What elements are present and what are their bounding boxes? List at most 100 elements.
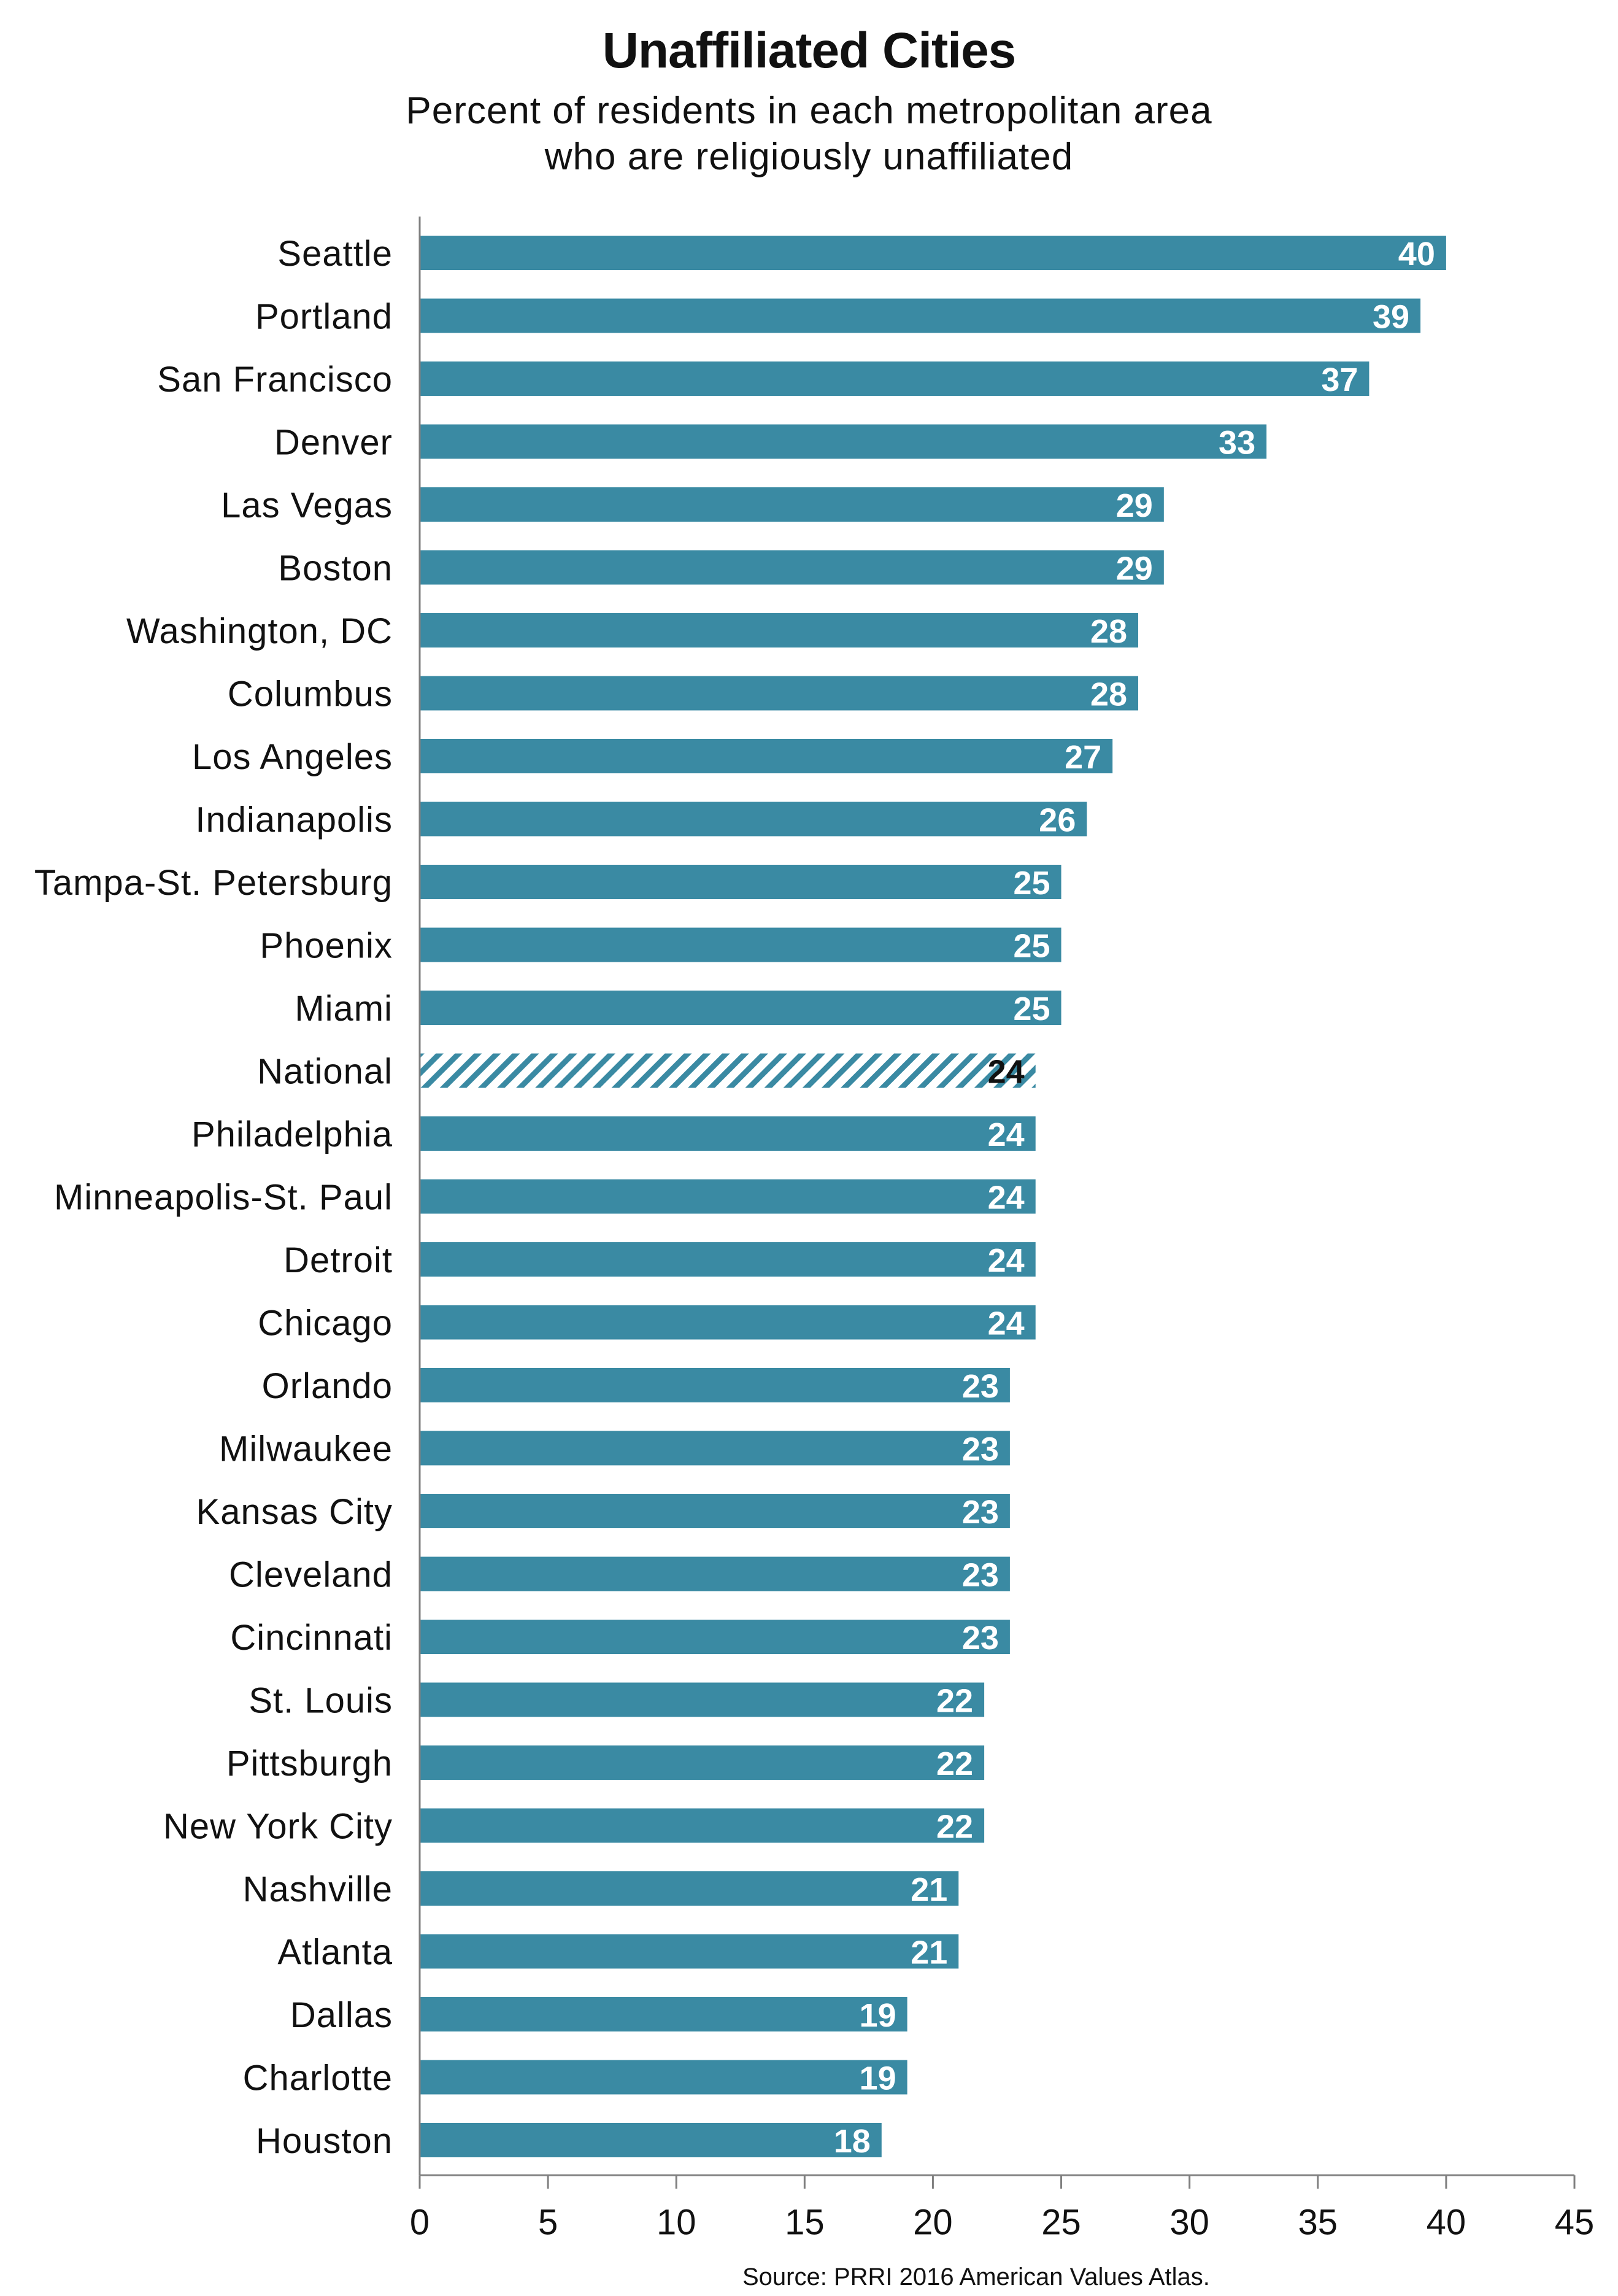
category-label: Chicago bbox=[258, 1304, 393, 1343]
bar bbox=[420, 1808, 985, 1843]
category-label: Cleveland bbox=[229, 1555, 393, 1595]
chart-subtitle-line-1: Percent of residents in each metropolita… bbox=[406, 90, 1212, 132]
bar bbox=[420, 1556, 1010, 1591]
bar bbox=[420, 1179, 1036, 1214]
data-label: 21 bbox=[911, 1871, 947, 1908]
category-label: San Francisco bbox=[157, 360, 393, 400]
data-label: 23 bbox=[962, 1557, 999, 1594]
category-label: Pittsburgh bbox=[226, 1744, 393, 1784]
bar bbox=[420, 991, 1061, 1025]
data-label: 25 bbox=[1013, 991, 1050, 1027]
category-label: Phoenix bbox=[260, 926, 393, 966]
data-label: 26 bbox=[1039, 802, 1076, 839]
bar bbox=[420, 802, 1087, 837]
category-label: Portland bbox=[255, 297, 393, 337]
data-label: 29 bbox=[1116, 551, 1153, 587]
bar bbox=[420, 1934, 959, 1969]
bar bbox=[420, 1997, 907, 2031]
category-label: Nashville bbox=[243, 1869, 393, 1909]
bar bbox=[420, 613, 1139, 647]
data-label: 25 bbox=[1013, 928, 1050, 965]
bar bbox=[420, 1745, 985, 1780]
data-label: 18 bbox=[834, 2123, 871, 2160]
bar bbox=[420, 1116, 1036, 1151]
data-label: 39 bbox=[1373, 299, 1409, 336]
data-label: 19 bbox=[860, 2060, 896, 2097]
bar bbox=[420, 1682, 985, 1717]
x-tick-label: 5 bbox=[538, 2202, 558, 2242]
data-label: 23 bbox=[962, 1494, 999, 1531]
data-label: 24 bbox=[988, 1116, 1025, 1153]
category-label: Boston bbox=[278, 549, 393, 589]
bar-national-hatched bbox=[420, 1053, 1036, 1088]
chart-title: Unaffiliated Cities bbox=[602, 23, 1017, 79]
bar bbox=[420, 1368, 1010, 1402]
data-label: 33 bbox=[1219, 425, 1255, 462]
category-label: New York City bbox=[163, 1807, 393, 1847]
category-label: St. Louis bbox=[248, 1681, 393, 1721]
bar bbox=[420, 1494, 1010, 1528]
x-tick-label: 45 bbox=[1555, 2202, 1595, 2242]
category-label: Orlando bbox=[262, 1366, 393, 1406]
x-tick-label: 0 bbox=[410, 2202, 430, 2242]
category-label: Minneapolis-St. Paul bbox=[54, 1178, 393, 1218]
data-label: 19 bbox=[860, 1997, 896, 2034]
bar bbox=[420, 236, 1446, 270]
category-label: Los Angeles bbox=[192, 737, 393, 777]
data-label: 25 bbox=[1013, 865, 1050, 902]
category-label: Philadelphia bbox=[191, 1115, 393, 1154]
category-label: Houston bbox=[256, 2121, 393, 2161]
bar bbox=[420, 550, 1164, 585]
category-label: Detroit bbox=[283, 1240, 393, 1280]
data-label: 24 bbox=[988, 1180, 1025, 1216]
data-label: 21 bbox=[911, 1935, 947, 1971]
category-label: Seattle bbox=[277, 234, 393, 274]
category-label: Denver bbox=[274, 423, 393, 463]
category-label: Atlanta bbox=[277, 1933, 393, 1973]
data-label: 24 bbox=[988, 1242, 1025, 1279]
category-label: Columbus bbox=[228, 674, 393, 714]
category-label: Tampa-St. Petersburg bbox=[34, 863, 393, 903]
x-tick-label: 35 bbox=[1298, 2202, 1338, 2242]
category-label: Kansas City bbox=[196, 1492, 393, 1532]
source-note: Source: PRRI 2016 American Values Atlas. bbox=[742, 2263, 1210, 2290]
bar bbox=[420, 865, 1061, 899]
data-label: 22 bbox=[936, 1809, 973, 1846]
bar bbox=[420, 1431, 1010, 1466]
bar bbox=[420, 676, 1139, 711]
bar bbox=[420, 739, 1113, 773]
data-label: 22 bbox=[936, 1683, 973, 1720]
data-label: 27 bbox=[1065, 739, 1101, 776]
bar bbox=[420, 1305, 1036, 1340]
bar bbox=[420, 298, 1421, 333]
x-tick-label: 40 bbox=[1427, 2202, 1466, 2242]
bar bbox=[420, 2123, 882, 2157]
data-label: 24 bbox=[988, 1054, 1025, 1091]
category-label: Indianapolis bbox=[195, 800, 393, 840]
category-label: Cincinnati bbox=[230, 1618, 393, 1658]
chart-subtitle-line-2: who are religiously unaffiliated bbox=[544, 136, 1074, 178]
bar bbox=[420, 424, 1267, 459]
bar bbox=[420, 1871, 959, 1906]
category-label: Charlotte bbox=[243, 2058, 393, 2098]
category-label: Washington, DC bbox=[126, 611, 393, 651]
bar bbox=[420, 2060, 907, 2095]
data-label: 28 bbox=[1090, 613, 1127, 650]
x-tick-label: 10 bbox=[657, 2202, 696, 2242]
data-label: 28 bbox=[1090, 676, 1127, 713]
data-label: 29 bbox=[1116, 487, 1153, 524]
bar bbox=[420, 361, 1370, 396]
x-tick-label: 30 bbox=[1169, 2202, 1209, 2242]
category-label: Dallas bbox=[290, 1995, 393, 2035]
bar bbox=[420, 487, 1164, 522]
data-label: 23 bbox=[962, 1431, 999, 1468]
data-label: 37 bbox=[1321, 361, 1358, 398]
data-label: 40 bbox=[1398, 236, 1435, 273]
x-tick-label: 25 bbox=[1041, 2202, 1081, 2242]
category-label: Miami bbox=[295, 989, 393, 1029]
data-label: 23 bbox=[962, 1620, 999, 1656]
x-tick-label: 20 bbox=[913, 2202, 953, 2242]
category-label: Milwaukee bbox=[219, 1429, 393, 1469]
bar bbox=[420, 927, 1061, 962]
